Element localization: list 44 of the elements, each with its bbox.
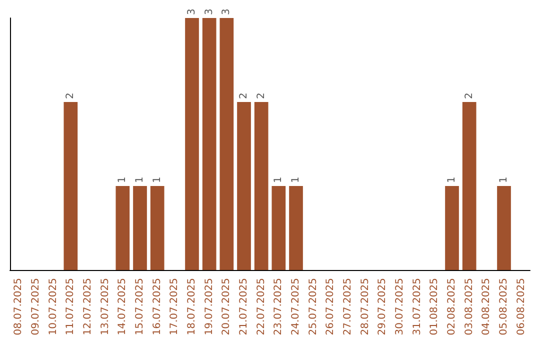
x-tick-label: 08.07.2025 bbox=[13, 278, 24, 336]
x-tick-label: 21.07.2025 bbox=[238, 278, 250, 336]
data-label: 1 bbox=[273, 176, 284, 183]
data-label: 1 bbox=[117, 176, 128, 183]
data-label: 3 bbox=[204, 8, 215, 15]
x-tick-label: 16.07.2025 bbox=[152, 278, 163, 336]
x-tick-label: 28.07.2025 bbox=[360, 278, 371, 336]
x-tick-label: 02.08.2025 bbox=[446, 278, 458, 336]
x-tick-label: 13.07.2025 bbox=[100, 278, 111, 336]
x-tick-label: 11.07.2025 bbox=[65, 278, 76, 336]
data-label: 2 bbox=[464, 92, 475, 99]
x-tick-label: 05.08.2025 bbox=[498, 278, 510, 336]
x-tick-label: 31.07.2025 bbox=[412, 278, 423, 336]
x-tick-label: 12.07.2025 bbox=[82, 278, 94, 336]
x-tick-label: 15.07.2025 bbox=[134, 278, 146, 336]
x-tick-label: 17.07.2025 bbox=[169, 278, 180, 336]
x-tick-label: 29.07.2025 bbox=[377, 278, 388, 336]
x-tick-label: 18.07.2025 bbox=[186, 278, 198, 336]
x-tick-label: 23.07.2025 bbox=[273, 278, 284, 336]
x-tick-label: 03.08.2025 bbox=[464, 278, 475, 336]
data-label: 2 bbox=[238, 92, 250, 99]
data-label: 1 bbox=[152, 176, 163, 183]
data-label: 2 bbox=[256, 92, 267, 99]
x-tick-label: 27.07.2025 bbox=[342, 278, 354, 336]
x-tick-label: 04.08.2025 bbox=[481, 278, 492, 336]
x-tick-label: 19.07.2025 bbox=[204, 278, 215, 336]
data-label: 1 bbox=[134, 176, 146, 183]
x-tick-label: 06.08.2025 bbox=[516, 278, 527, 336]
x-tick-label: 09.07.2025 bbox=[30, 278, 42, 336]
x-tick-label: 25.07.2025 bbox=[308, 278, 319, 336]
x-tick-label: 01.08.2025 bbox=[429, 278, 440, 336]
x-tick-label: 24.07.2025 bbox=[290, 278, 302, 336]
x-tick-label: 22.07.2025 bbox=[256, 278, 267, 336]
x-tick-label: 26.07.2025 bbox=[325, 278, 336, 336]
data-label: 1 bbox=[446, 176, 458, 183]
data-label: 2 bbox=[65, 92, 76, 99]
data-label: 1 bbox=[290, 176, 302, 183]
x-tick-label: 10.07.2025 bbox=[48, 278, 59, 336]
x-tick-label: 30.07.2025 bbox=[394, 278, 406, 336]
data-label: 3 bbox=[186, 8, 198, 15]
data-label: 3 bbox=[221, 8, 232, 15]
data-label: 1 bbox=[498, 176, 510, 183]
x-tick-label: 20.07.2025 bbox=[221, 278, 232, 336]
x-tick-label: 14.07.2025 bbox=[117, 278, 128, 336]
